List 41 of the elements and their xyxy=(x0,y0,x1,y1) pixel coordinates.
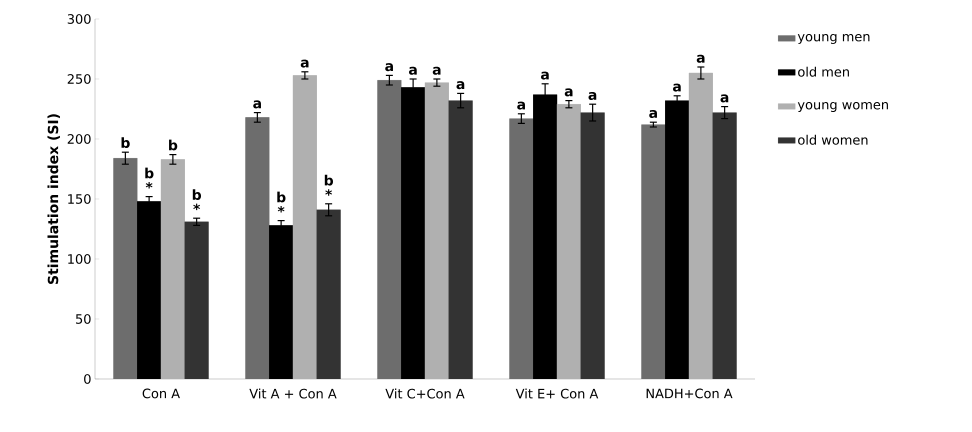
x-tick-label: Vit C+Con A xyxy=(385,388,465,399)
annotation: a xyxy=(673,84,681,92)
annotation: b xyxy=(277,192,286,202)
annotation: a xyxy=(409,66,417,75)
annotation: a xyxy=(300,60,308,68)
annotation: a xyxy=(564,88,572,96)
legend-label: young women xyxy=(798,102,888,112)
annotation: a xyxy=(696,54,704,63)
x-tick-label: Vit A + Con A xyxy=(249,388,337,399)
y-tick-label: 150 xyxy=(68,194,91,204)
y-tick-label: 50 xyxy=(76,314,91,324)
annotation: a xyxy=(541,72,549,80)
annotation: * xyxy=(278,206,284,213)
x-tick-label: Vit E+ Con A xyxy=(516,388,598,399)
y-tick-label: 100 xyxy=(68,254,91,264)
annotation: a xyxy=(649,110,657,118)
annotation: a xyxy=(588,92,596,100)
annotation: a xyxy=(432,66,440,75)
x-tick-label: NADH+Con A xyxy=(646,388,733,398)
y-tick-label: 250 xyxy=(68,74,91,84)
annotation: * xyxy=(193,204,200,210)
x-tick-label: Con A xyxy=(142,388,180,398)
annotation: * xyxy=(146,182,152,189)
annotation: a xyxy=(456,81,464,90)
annotation: a xyxy=(385,63,393,72)
annotation: b xyxy=(122,137,130,148)
legend-label: old women xyxy=(798,134,868,145)
y-axis-title: Stimulation index (SI) xyxy=(47,114,60,284)
annotation: b xyxy=(324,174,334,186)
y-tick-label: 200 xyxy=(68,134,91,144)
annotation: a xyxy=(720,94,728,102)
annotation: a xyxy=(517,102,525,110)
annotation: b xyxy=(192,189,202,200)
y-tick-label: 300 xyxy=(68,14,91,24)
legend-label: young men xyxy=(798,34,870,44)
annotation: a xyxy=(253,100,261,108)
annotation: * xyxy=(325,189,332,196)
annotation: b xyxy=(169,140,178,150)
annotation: b xyxy=(145,168,154,178)
y-tick-label: 0 xyxy=(84,374,91,384)
legend-label: old men xyxy=(798,66,849,77)
